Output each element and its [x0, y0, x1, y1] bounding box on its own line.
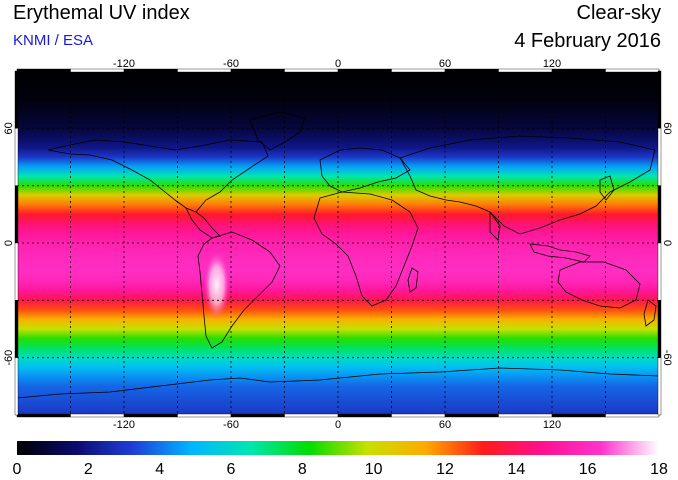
frame-tick — [284, 68, 339, 73]
coast-indonesia — [529, 243, 591, 263]
andes-maximum — [203, 251, 230, 320]
frame-tick — [337, 413, 392, 418]
frame-tick — [14, 300, 19, 358]
frame-tick — [444, 413, 499, 418]
colorbar-tick-label: 18 — [650, 461, 668, 478]
lon-tick-label-bottom: -60 — [223, 419, 239, 431]
frame-tick — [177, 413, 232, 418]
frame-tick — [551, 413, 606, 418]
credit-label: KNMI / ESA — [13, 32, 94, 49]
coast-south-america — [197, 231, 281, 349]
colorbar-tick-label: 8 — [298, 461, 307, 478]
frame-tick — [70, 413, 125, 418]
coast-africa — [313, 191, 419, 307]
coastlines — [17, 111, 659, 399]
colorbar-tick-label: 10 — [365, 461, 383, 478]
colorbar-tick-label: 14 — [507, 461, 525, 478]
lon-tick-label-top: -120 — [113, 58, 135, 70]
coast-india — [489, 210, 501, 241]
lon-tick-label-top: 120 — [543, 58, 561, 70]
frame-tick — [284, 413, 339, 418]
frame-tick — [14, 357, 19, 416]
lat-tick-label-right: -60 — [661, 350, 673, 366]
colorbar-tick-label: 2 — [84, 461, 93, 478]
lon-tick-label-bottom: 0 — [335, 419, 341, 431]
frame-tick — [391, 413, 446, 418]
map-title: Erythemal UV index — [13, 2, 190, 24]
frame-tick — [657, 70, 662, 129]
lat-tick-label-left: 0 — [3, 240, 15, 246]
frame-tick — [123, 413, 178, 418]
frame-tick — [498, 413, 553, 418]
coast-europe — [319, 147, 411, 193]
lat-tick-label-right: 60 — [661, 122, 673, 134]
axis-labels: -120 -120 -60 -60 0 0 60 60 120 120 60 60 0 0 -60 -60 — [3, 58, 673, 431]
frame-tick — [337, 68, 392, 73]
frame-tick — [657, 242, 662, 301]
lat-tick-label-right: 0 — [661, 240, 673, 246]
frame-tick — [657, 357, 662, 416]
frame-tick — [444, 68, 499, 73]
colorbar-tick-label: 4 — [155, 461, 164, 478]
colorbar-gradient — [17, 441, 659, 455]
lon-tick-label-top: 0 — [335, 58, 341, 70]
colorbar: 0 2 4 6 8 10 12 14 16 18 — [13, 441, 668, 478]
lon-tick-label-bottom: -120 — [113, 419, 135, 431]
colorbar-tick-label: 0 — [13, 461, 22, 478]
frame-tick — [230, 68, 285, 73]
frame-tick — [657, 185, 662, 244]
coast-antarctica — [17, 367, 659, 399]
lat-tick-label-left: 60 — [3, 122, 15, 134]
coast-japan — [599, 175, 615, 201]
frame-tick — [657, 300, 662, 358]
coast-australia — [557, 261, 641, 309]
lon-tick-label-top: 60 — [439, 58, 451, 70]
frame-tick — [230, 413, 285, 418]
lon-tick-label-bottom: 120 — [543, 419, 561, 431]
coast-asia — [399, 135, 656, 235]
coast-north-america — [47, 139, 269, 213]
frame-tick — [14, 242, 19, 301]
frame-tick — [14, 185, 19, 244]
frame-tick — [14, 70, 19, 129]
lat-tick-label-left: -60 — [3, 350, 15, 366]
colorbar-labels: 0 2 4 6 8 10 12 14 16 18 — [13, 461, 668, 478]
colorbar-tick-label: 6 — [227, 461, 236, 478]
date-label: 4 February 2016 — [514, 30, 661, 52]
lon-tick-label-bottom: 60 — [439, 419, 451, 431]
coast-madagascar — [407, 267, 419, 293]
sky-mode-label: Clear-sky — [576, 2, 661, 24]
frame-tick — [14, 128, 19, 186]
frame-tick — [605, 68, 660, 73]
lon-tick-label-top: -60 — [223, 58, 239, 70]
colorbar-tick-label: 16 — [579, 461, 597, 478]
frame-tick — [16, 413, 71, 418]
frame-tick — [16, 68, 71, 73]
frame-tick — [657, 128, 662, 186]
coast-new-zealand — [643, 299, 657, 327]
gridlines — [17, 71, 659, 415]
frame-tick — [605, 413, 660, 418]
frame-ticks — [14, 68, 662, 418]
colorbar-tick-label: 12 — [436, 461, 454, 478]
frame-tick — [391, 68, 446, 73]
